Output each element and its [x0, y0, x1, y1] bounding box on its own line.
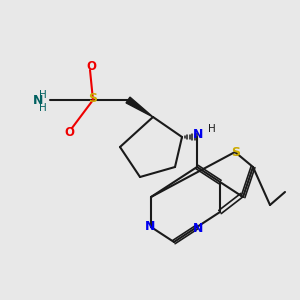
Text: S: S	[88, 92, 98, 106]
Text: H: H	[39, 103, 47, 113]
Text: H: H	[39, 90, 47, 100]
Text: N: N	[33, 94, 43, 107]
Text: O: O	[86, 59, 96, 73]
Text: N: N	[193, 128, 203, 142]
Text: S: S	[232, 146, 241, 160]
Polygon shape	[126, 97, 153, 117]
Text: H: H	[208, 124, 216, 134]
Text: N: N	[193, 221, 203, 235]
Text: O: O	[64, 125, 74, 139]
Text: N: N	[145, 220, 155, 232]
